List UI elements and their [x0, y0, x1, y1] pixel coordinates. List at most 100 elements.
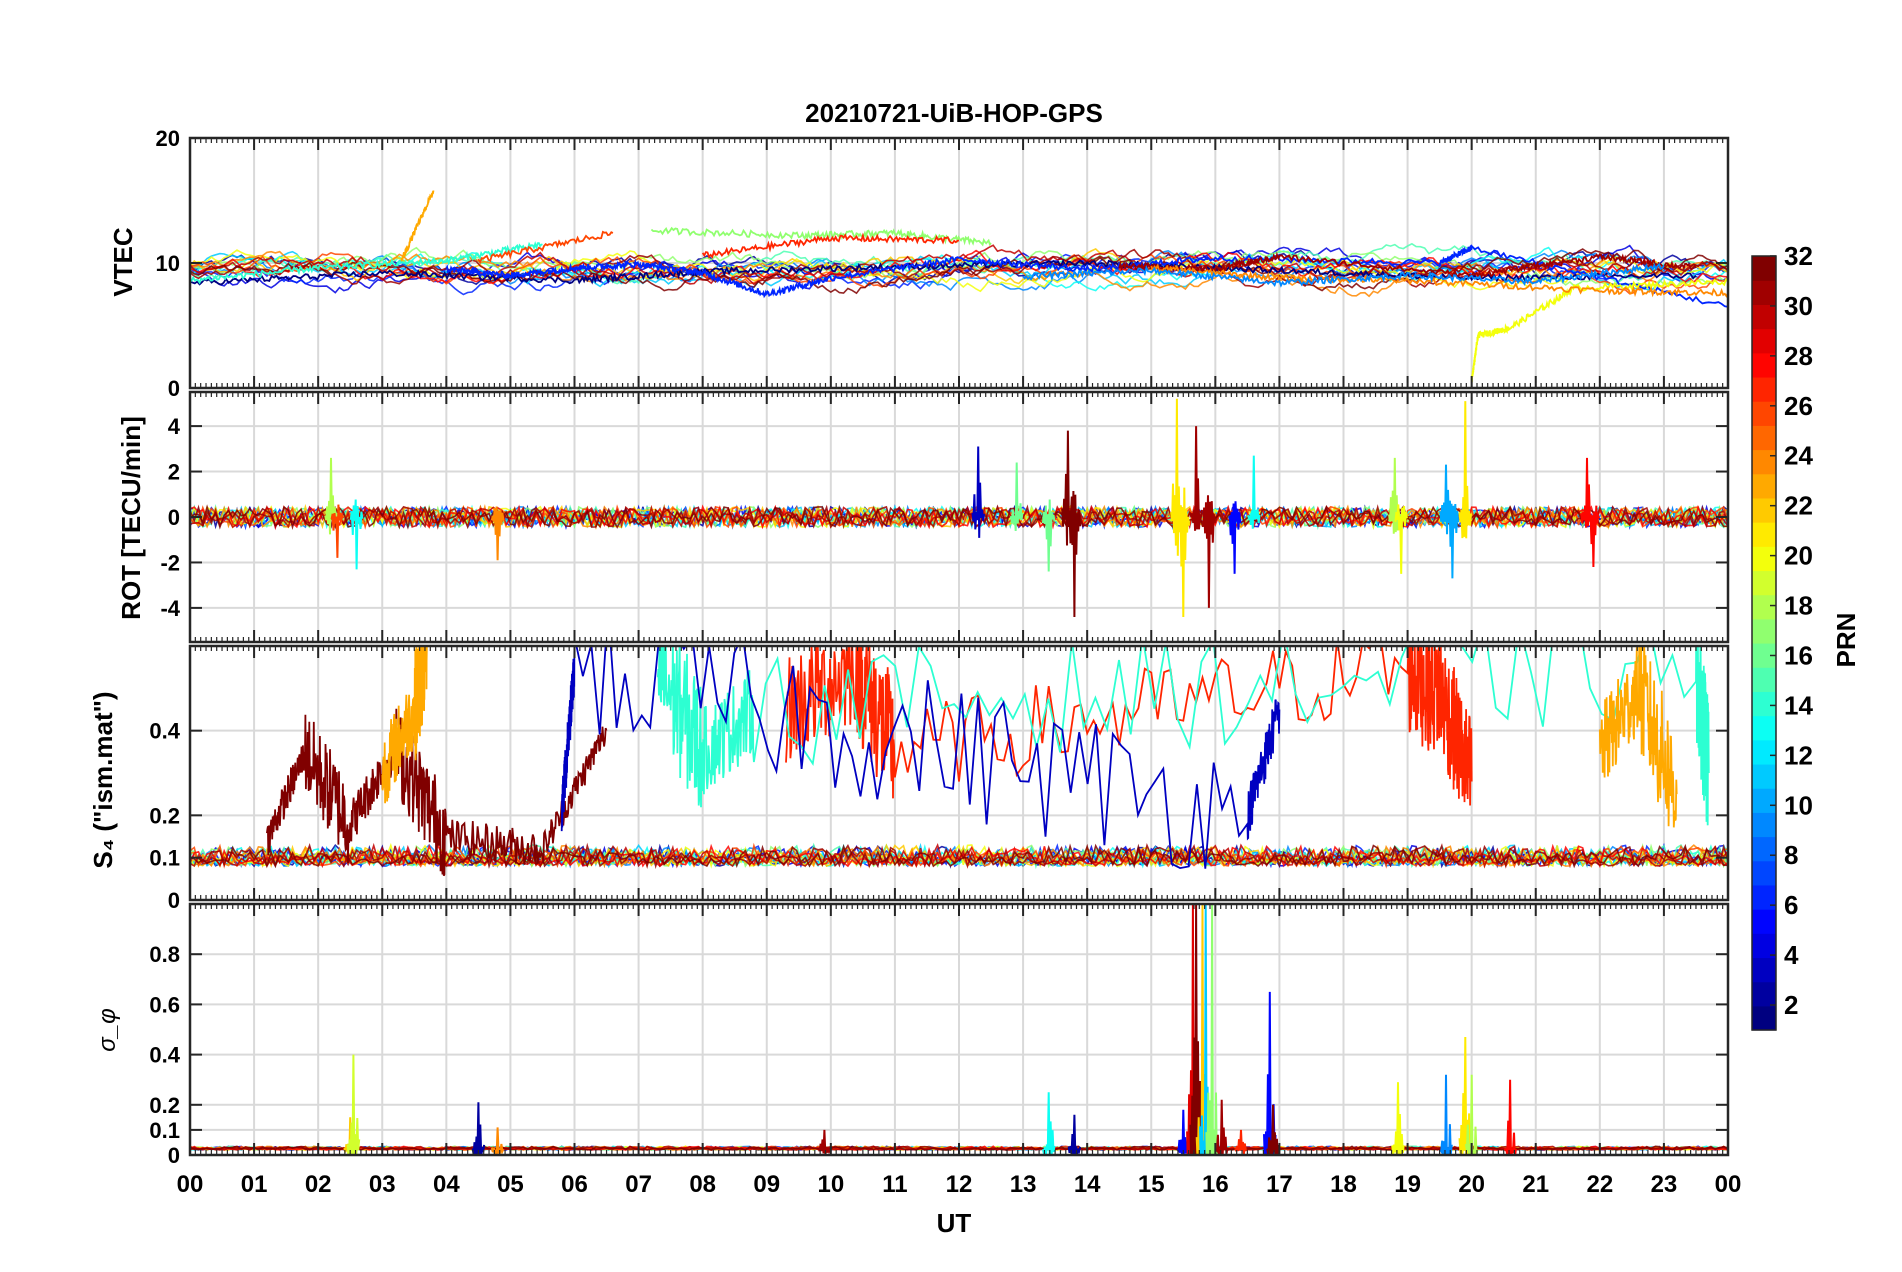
- rot-burst-1: [330, 504, 345, 558]
- sigma-burst-4: [817, 1129, 832, 1155]
- rot-trace-prn32: [190, 504, 1728, 531]
- colorbar-segment-3: [1752, 933, 1776, 959]
- colorbar-segment-30: [1752, 280, 1776, 305]
- x-tick-label-13: 13: [1010, 1171, 1037, 1198]
- x-tick-label-11: 11: [882, 1171, 907, 1198]
- colorbar-tick-label-15: 32: [1784, 241, 1813, 271]
- sigma-burst-19: [1458, 1036, 1472, 1155]
- rot-ytick-label-2: 0: [168, 505, 180, 530]
- x-tick-label-10: 10: [817, 1171, 844, 1198]
- colorbar-segment-28: [1752, 328, 1776, 354]
- x-tick-label-23: 23: [1651, 1171, 1678, 1198]
- sigma-burst-18: [1439, 1074, 1453, 1155]
- sigma-burst-2: [471, 1102, 486, 1155]
- rot-panel: ROT [TECU/min] -4 -2 0 2 4: [116, 390, 1730, 644]
- colorbar-tick-label-13: 28: [1784, 341, 1813, 371]
- colorbar-tick-label-12: 26: [1784, 391, 1813, 421]
- x-tick-label-7: 07: [625, 1171, 652, 1198]
- colorbar-tick-label-2: 6: [1784, 890, 1798, 920]
- sigma-burst-21: [1503, 1079, 1517, 1155]
- rot-burst-19: [1458, 401, 1472, 539]
- x-tick-label-20: 20: [1458, 1171, 1485, 1198]
- vtec-ytick-label-2: 20: [156, 126, 180, 151]
- colorbar-segment-10: [1752, 763, 1776, 789]
- vtec-series-3: [400, 190, 435, 262]
- colorbar-tick-label-6: 14: [1784, 690, 1813, 720]
- vtec-series-8: [1118, 251, 1697, 280]
- colorbar-tick-label-4: 10: [1784, 790, 1813, 820]
- colorbar-segment-11: [1752, 739, 1776, 765]
- x-tick-label-5: 05: [497, 1171, 524, 1198]
- s4-ytick-label-1: 0.1: [149, 846, 180, 871]
- rot-burst-7: [1061, 430, 1075, 546]
- colorbar-tick-label-1: 4: [1784, 940, 1799, 970]
- s4-ytick-label-3: 0.4: [149, 719, 180, 744]
- colorbar-segment-21: [1752, 497, 1776, 523]
- x-tick-label-6: 06: [561, 1171, 588, 1198]
- s4-series-1: [381, 646, 428, 804]
- colorbar-segment-6: [1752, 860, 1776, 886]
- x-tick-label-2: 02: [305, 1171, 332, 1198]
- sigma-ytick-label-5: 0.8: [149, 942, 180, 967]
- x-tick-label-22: 22: [1586, 1171, 1613, 1198]
- vtec-series-9: [1150, 263, 1728, 298]
- s4-ytick-label-2: 0.2: [149, 803, 180, 828]
- sigma-burst-12: [1205, 904, 1219, 1155]
- chart-title: 20210721-UiB-HOP-GPS: [805, 98, 1103, 128]
- rot-burst-8: [1067, 490, 1082, 618]
- colorbar-segment-5: [1752, 884, 1776, 910]
- rot-ytick-label-1: -2: [160, 550, 180, 575]
- rot-burst-21: [1586, 505, 1601, 568]
- colorbar-tick-label-5: 12: [1784, 740, 1813, 770]
- x-tick-label-0: 00: [177, 1171, 204, 1198]
- colorbar-segment-7: [1752, 836, 1776, 862]
- colorbar-segment-1: [1752, 981, 1776, 1007]
- vtec-panel: VTEC 0 10 20: [108, 126, 1730, 401]
- colorbar-segment-24: [1752, 425, 1776, 451]
- rot-burst-2: [349, 499, 364, 570]
- s4-ytick-label-0: 0: [168, 888, 180, 913]
- colorbar-segment-18: [1752, 570, 1776, 596]
- colorbar-segment-16: [1752, 618, 1776, 644]
- s4-series-3: [656, 646, 1710, 826]
- rot-burst-14: [1247, 455, 1261, 529]
- sigma-burst-6: [1067, 1114, 1082, 1155]
- rot-burst-5: [1009, 462, 1024, 531]
- vtec-series-1: [445, 244, 1728, 308]
- rot-data: [190, 398, 1728, 618]
- rot-burst-16: [1394, 504, 1408, 574]
- x-tick-label-9: 09: [753, 1171, 780, 1198]
- sigma-ytick-label-2: 0.2: [149, 1093, 180, 1118]
- sigma-ytick-label-3: 0.4: [149, 1043, 180, 1068]
- rot-burst-17: [1439, 464, 1453, 535]
- colorbar-tick-label-14: 30: [1784, 291, 1813, 321]
- colorbar-segment-17: [1752, 594, 1776, 620]
- rot-burst-11: [1189, 426, 1203, 531]
- sigma-burst-20: [1464, 1074, 1479, 1155]
- colorbar-segment-2: [1752, 957, 1776, 983]
- rot-burst-13: [1228, 501, 1242, 574]
- rot-burst-18: [1445, 503, 1460, 579]
- colorbar-segment-19: [1752, 546, 1776, 572]
- colorbar-segment-29: [1752, 304, 1776, 330]
- s4-series-5: [560, 646, 1281, 870]
- x-tick-label-24: 00: [1715, 1171, 1742, 1198]
- rot-burst-12: [1202, 495, 1216, 608]
- sigma-burst-13: [1215, 1099, 1229, 1155]
- vtec-trace-prn28: [190, 249, 1728, 284]
- vtec-series-5: [650, 226, 992, 247]
- x-tick-label-12: 12: [946, 1171, 973, 1198]
- rot-ytick-label-4: 4: [168, 414, 181, 439]
- colorbar-tick-label-9: 20: [1784, 541, 1813, 571]
- sigma-ytick-label-1: 0.1: [149, 1118, 180, 1143]
- vtec-series-10: [1022, 262, 1665, 288]
- x-tick-label-16: 16: [1202, 1171, 1229, 1198]
- rot-burst-6: [1041, 499, 1056, 572]
- x-axis-label: UT: [937, 1208, 972, 1238]
- s4-panel-ylabel: S₄ ("ism.mat"): [88, 691, 118, 868]
- s4-series-4: [1598, 646, 1678, 828]
- rot-burst-10: [1176, 487, 1191, 618]
- vtec-ytick-label-1: 10: [156, 251, 180, 276]
